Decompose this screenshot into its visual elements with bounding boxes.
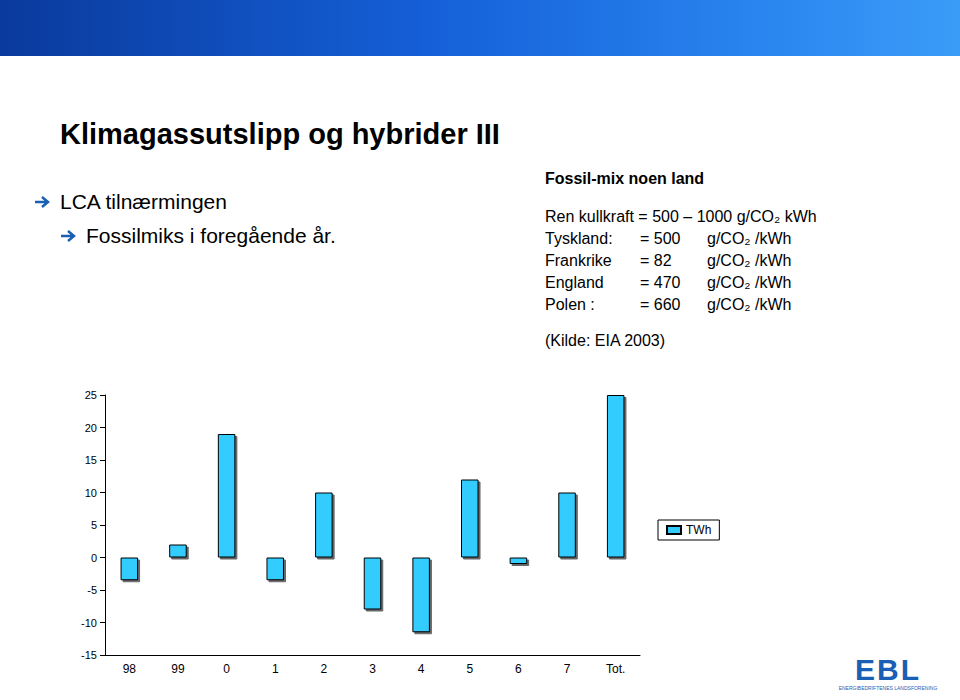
html-text:(Kilde: EIA 2003): (Kilde: EIA 2003) [545, 332, 666, 349]
svg-text:2: 2 [321, 662, 328, 676]
html-text:g/CO₂ /kWh: g/CO₂ /kWh [707, 252, 792, 269]
svg-text:0: 0 [91, 552, 97, 564]
html-text:= 660: = 660 [640, 296, 681, 313]
svg-text:7: 7 [564, 662, 571, 676]
svg-text:4: 4 [418, 662, 425, 676]
svg-text:20: 20 [85, 422, 97, 434]
svg-text:3: 3 [369, 662, 376, 676]
html-text:g/CO₂ /kWh: g/CO₂ /kWh [707, 230, 792, 247]
svg-text:-10: -10 [81, 617, 97, 629]
html-text:g/CO₂ /kWh: g/CO₂ /kWh [707, 274, 792, 291]
html-text:Klimagassutslipp og hybrider I: Klimagassutslipp og hybrider III [60, 118, 500, 150]
svg-text:0: 0 [223, 662, 230, 676]
svg-text:25: 25 [85, 389, 97, 401]
html-text:England: England [545, 274, 604, 291]
html-text:EBL: EBL [855, 653, 921, 686]
svg-text:6: 6 [515, 662, 522, 676]
html-text:Fossilmiks i foregående år.: Fossilmiks i foregående år. [86, 224, 336, 247]
html-text:Ren kullkraft = 500 – 1000 g/C: Ren kullkraft = 500 – 1000 g/CO₂ kWh [545, 208, 817, 225]
html-text:Polen :: Polen : [545, 296, 595, 313]
html-text:ENERGIBEDRIFTENES LANDSFORENIN: ENERGIBEDRIFTENES LANDSFORENING [838, 685, 938, 691]
svg-text:-5: -5 [87, 584, 97, 596]
svg-text:98: 98 [123, 662, 137, 676]
html-text:= 500: = 500 [640, 230, 681, 247]
svg-text:1: 1 [272, 662, 279, 676]
svg-text:-15: -15 [81, 649, 97, 661]
svg-text:Tot.: Tot. [606, 662, 625, 676]
html-text:LCA tilnærmingen: LCA tilnærmingen [60, 190, 227, 213]
svg-text:5: 5 [466, 662, 473, 676]
svg-text:TWh: TWh [686, 523, 711, 537]
html-text:Tyskland:: Tyskland: [545, 230, 613, 247]
html-text:g/CO₂ /kWh: g/CO₂ /kWh [707, 296, 792, 313]
html-text:= 82: = 82 [640, 252, 672, 269]
html-text:= 470: = 470 [640, 274, 681, 291]
svg-text:5: 5 [91, 519, 97, 531]
svg-text:15: 15 [85, 454, 97, 466]
svg-text:99: 99 [171, 662, 185, 676]
html-text:Frankrike: Frankrike [545, 252, 612, 269]
svg-text:10: 10 [85, 487, 97, 499]
html-text:Fossil-mix noen land: Fossil-mix noen land [545, 170, 705, 187]
